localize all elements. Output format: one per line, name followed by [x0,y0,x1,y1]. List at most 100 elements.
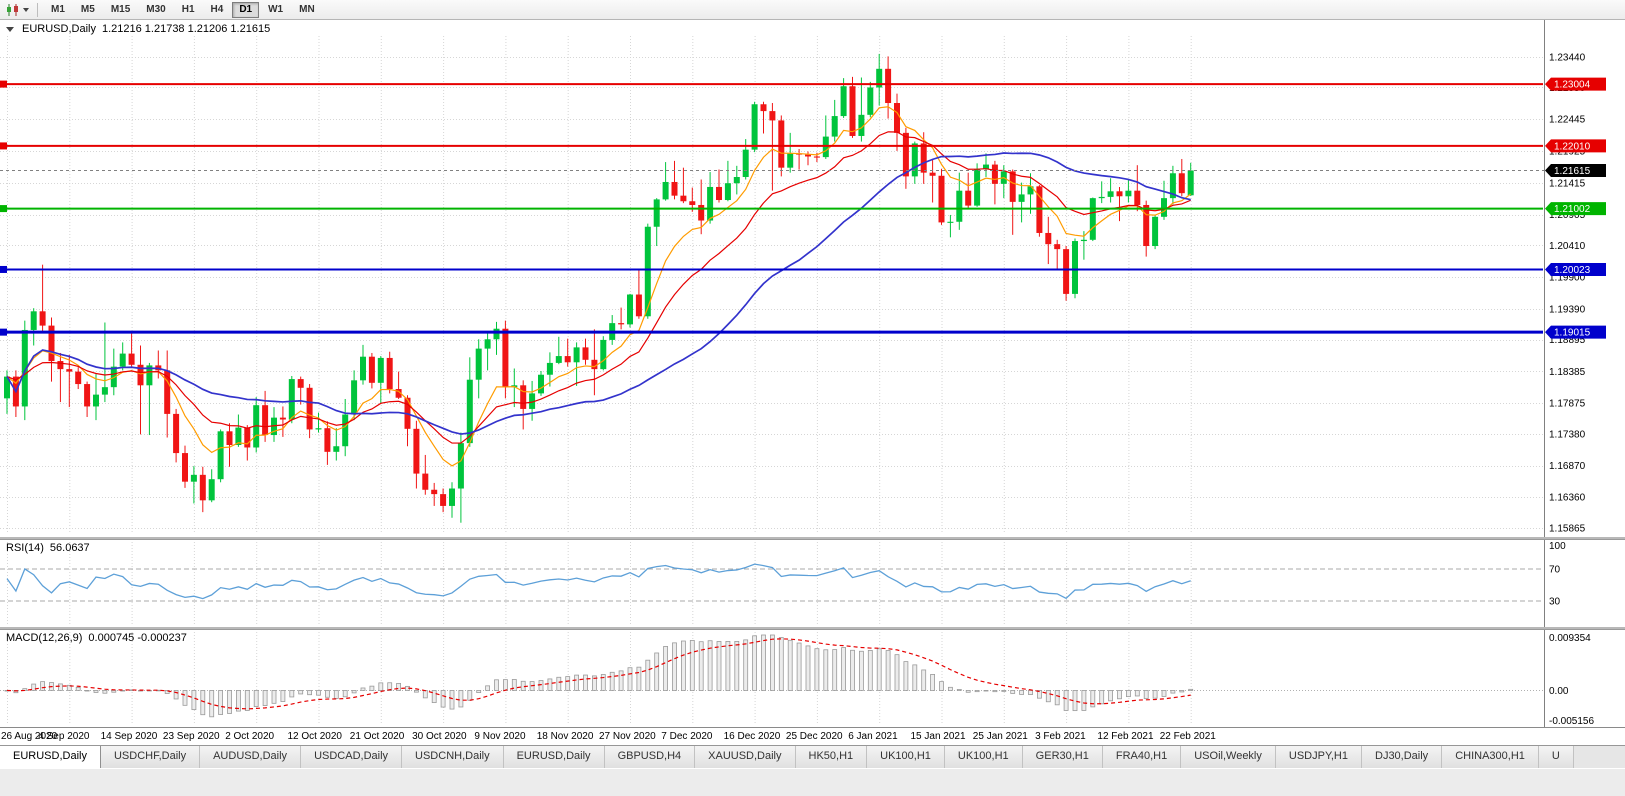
timeframe-buttons: M1 M5 M15 M30 H1 H4 D1 W1 MN [43,1,323,18]
timeframe-button-M5[interactable]: M5 [74,2,102,18]
macd-signal-line [6,638,1191,710]
chart-tab-DJ30-Daily[interactable]: DJ30,Daily [1362,746,1443,768]
svg-text:0.00: 0.00 [1549,686,1569,697]
chart-tab-CHINA300-H1[interactable]: CHINA300,H1 [1442,746,1539,768]
chart-tab-USDCHF-Daily[interactable]: USDCHF,Daily [100,746,201,768]
svg-text:1.21615: 1.21615 [1554,166,1591,177]
svg-text:0.009354: 0.009354 [1549,633,1591,644]
svg-text:1.15865: 1.15865 [1549,524,1586,535]
chart-tab-XAUUSD-Daily[interactable]: XAUUSD,Daily [695,746,796,768]
hline-left-marker [0,205,7,213]
svg-text:1.20905: 1.20905 [1549,210,1586,221]
chart-tab-USOil-Weekly[interactable]: USOil,Weekly [1181,746,1276,768]
svg-text:30: 30 [1549,597,1561,608]
svg-text:1.21415: 1.21415 [1549,178,1586,189]
toolbar-separator [37,2,38,17]
time-axis-label: 15 Jan 2021 [910,731,966,742]
timeframe-button-M15[interactable]: M15 [104,2,137,18]
chart-type-dropdown-caret[interactable] [23,7,29,12]
timeframe-button-MN[interactable]: MN [292,2,322,18]
time-axis-label: 7 Dec 2020 [661,731,713,742]
price-badge [1545,262,1606,276]
time-axis-label: 14 Sep 2020 [100,731,158,742]
timeframe-button-M1[interactable]: M1 [44,2,72,18]
main-chart-panel: 1.234401.229501.224451.219251.214151.209… [0,20,1625,537]
chart-tab-USDJPY-H1[interactable]: USDJPY,H1 [1275,746,1362,768]
rsi-svg[interactable]: 100 70 30 [0,539,1625,627]
chart-tab-GBPUSD-H4[interactable]: GBPUSD,H4 [604,746,696,768]
main-chart-svg[interactable]: 1.234401.229501.224451.219251.214151.209… [0,20,1625,537]
time-axis-label: 30 Oct 2020 [412,731,467,742]
price-badge [1545,325,1606,339]
svg-text:1.18385: 1.18385 [1549,367,1586,378]
panel-splitter-macd[interactable] [0,627,1625,629]
svg-text:1.20410: 1.20410 [1549,241,1586,252]
chart-tab-HK50-H1[interactable]: HK50,H1 [795,746,868,768]
timeframe-toolbar: M1 M5 M15 M30 H1 H4 D1 W1 MN [0,0,1625,20]
svg-text:1.19015: 1.19015 [1554,328,1591,339]
hline-left-marker [0,80,7,88]
time-axis-label: 9 Nov 2020 [474,731,526,742]
rsi-axis-labels: 100 70 30 [1549,541,1566,608]
svg-text:1.16360: 1.16360 [1549,493,1586,504]
main-chart-canvas[interactable] [0,20,1625,537]
rsi-line [6,563,1191,600]
svg-text:1.17875: 1.17875 [1549,399,1586,410]
price-badge [1545,77,1606,91]
chart-tab-USDCNH-Daily[interactable]: USDCNH,Daily [402,746,504,768]
chart-tabs-bar: EURUSD,Daily USDCHF,Daily AUDUSD,Daily USDC… [0,745,1625,768]
chart-tab-UK100-H1[interactable]: UK100,H1 [944,746,1023,768]
time-axis-label: 22 Feb 2021 [1159,731,1216,742]
chart-tab-AUDUSD-Daily[interactable]: AUDUSD,Daily [200,746,302,768]
price-badge [1545,163,1606,177]
chart-tab-FRA40-H1[interactable]: FRA40,H1 [1102,746,1182,768]
macd-axis-labels: 0.009354 0.00 -0.005156 [1549,633,1594,727]
hline-left-marker [0,142,7,150]
moving-average-slow-blue [6,152,1191,435]
chart-tab-USDCAD-Daily[interactable]: USDCAD,Daily [301,746,403,768]
svg-text:1.23004: 1.23004 [1554,80,1591,91]
timeframe-button-D1[interactable]: D1 [232,1,260,18]
chart-tab-UK100-H1[interactable]: UK100,H1 [867,746,945,768]
time-axis-label: 26 Aug 2020 [1,731,58,742]
svg-text:1.21002: 1.21002 [1554,204,1591,215]
time-axis-label: 27 Nov 2020 [599,731,656,742]
svg-text:1.23440: 1.23440 [1549,53,1586,64]
chart-tab-GER30-H1[interactable]: GER30,H1 [1022,746,1103,768]
moving-average-mid-red [6,131,1191,444]
svg-text:100: 100 [1549,541,1566,552]
time-axis-label: 2 Oct 2020 [225,731,275,742]
panel-splitter-rsi[interactable] [0,537,1625,539]
macd-indicator-panel: 0.009354 0.00 -0.005156 MACD(12,26,9) 0.00… [0,629,1625,727]
svg-text:1.22010: 1.22010 [1554,141,1591,152]
time-axis-label: 12 Feb 2021 [1097,731,1154,742]
svg-text:1.20023: 1.20023 [1554,265,1591,276]
chart-tab-U[interactable]: U [1538,746,1574,768]
chart-type-icon[interactable] [4,3,22,17]
svg-text:1.19390: 1.19390 [1549,304,1586,315]
hline-left-marker [0,328,7,336]
timeframe-button-H4[interactable]: H4 [204,2,231,18]
svg-text:1.17380: 1.17380 [1549,429,1586,440]
chart-tab-EURUSD-Daily[interactable]: EURUSD,Daily [503,746,605,768]
macd-histogram [4,634,1194,718]
svg-text:1.16870: 1.16870 [1549,461,1586,472]
time-axis: 26 Aug 2020 4 Sep 2020 14 Sep 2020 23 Sep 2… [0,727,1625,745]
svg-text:70: 70 [1549,565,1561,576]
time-axis-label: 4 Sep 2020 [38,731,90,742]
timeframe-button-W1[interactable]: W1 [261,2,290,18]
status-bar [0,768,1625,796]
time-axis-label: 3 Feb 2021 [1035,731,1086,742]
timeframe-button-M30[interactable]: M30 [139,2,172,18]
rsi-indicator-panel: 100 70 30 RSI(14) 56.0637 [0,539,1625,627]
macd-canvas[interactable] [0,629,1625,727]
chart-tab-EURUSD-Daily[interactable]: EURUSD,Daily [0,746,101,768]
price-badge [1545,139,1606,153]
time-axis-label: 25 Jan 2021 [972,731,1028,742]
time-axis-label: 6 Jan 2021 [848,731,898,742]
svg-text:1.18895: 1.18895 [1549,335,1586,346]
rsi-canvas[interactable] [0,539,1625,627]
macd-svg[interactable]: 0.009354 0.00 -0.005156 [0,629,1625,727]
timeframe-button-H1[interactable]: H1 [175,2,202,18]
price-badge [1545,202,1606,216]
